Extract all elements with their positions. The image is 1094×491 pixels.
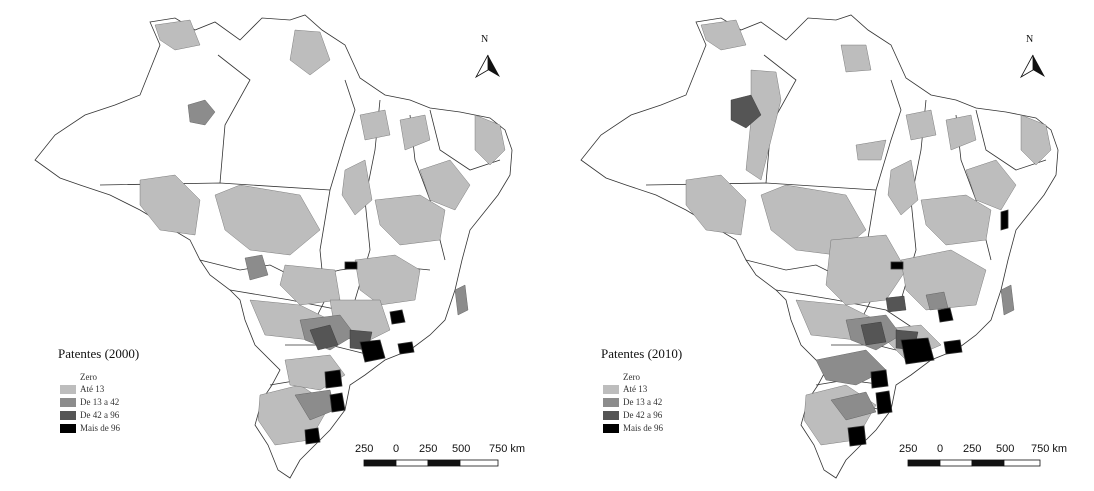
scale-bar-2000 bbox=[363, 459, 499, 467]
scale-label-500-2010: 500 bbox=[996, 443, 1015, 455]
north-label-2000: N bbox=[481, 34, 489, 45]
map-2010 bbox=[580, 14, 1059, 479]
legend-title-2010: Patentes (2010) bbox=[601, 346, 683, 361]
scale-label-750-2000: 750 km bbox=[489, 443, 526, 455]
legend-13-42-2010: De 13 a 42 bbox=[603, 397, 662, 407]
scale-bar-2010 bbox=[907, 459, 1041, 467]
legend-title-2000: Patentes (2000) bbox=[58, 346, 140, 361]
legend-13-42-2000: De 13 a 42 bbox=[60, 397, 119, 407]
scale-label-250b-2000: 250 bbox=[419, 443, 438, 455]
legend-zero-2000: Zero bbox=[80, 372, 97, 382]
north-label-2010: N bbox=[1026, 34, 1034, 45]
map-2000 bbox=[34, 14, 513, 479]
legend-96plus-2000: Mais de 96 bbox=[60, 423, 120, 433]
north-arrow-2010 bbox=[1019, 54, 1045, 79]
legend-96plus-2010: Mais de 96 bbox=[603, 423, 663, 433]
scale-label-0-2000: 0 bbox=[393, 443, 400, 455]
legend-ate13-2000: Até 13 bbox=[60, 384, 104, 394]
legend-42-96-2010: De 42 a 96 bbox=[603, 410, 662, 420]
scale-label-250a-2010: 250 bbox=[899, 443, 918, 455]
legend-zero-2010: Zero bbox=[623, 372, 640, 382]
north-arrow-2000 bbox=[474, 54, 500, 79]
legend-42-96-2000: De 42 a 96 bbox=[60, 410, 119, 420]
scale-label-250a-2000: 250 bbox=[355, 443, 374, 455]
scale-label-750-2010: 750 km bbox=[1031, 443, 1068, 455]
scale-label-500-2000: 500 bbox=[452, 443, 471, 455]
legend-ate13-2010: Até 13 bbox=[603, 384, 647, 394]
scale-label-0-2010: 0 bbox=[937, 443, 944, 455]
scale-label-250b-2010: 250 bbox=[963, 443, 982, 455]
